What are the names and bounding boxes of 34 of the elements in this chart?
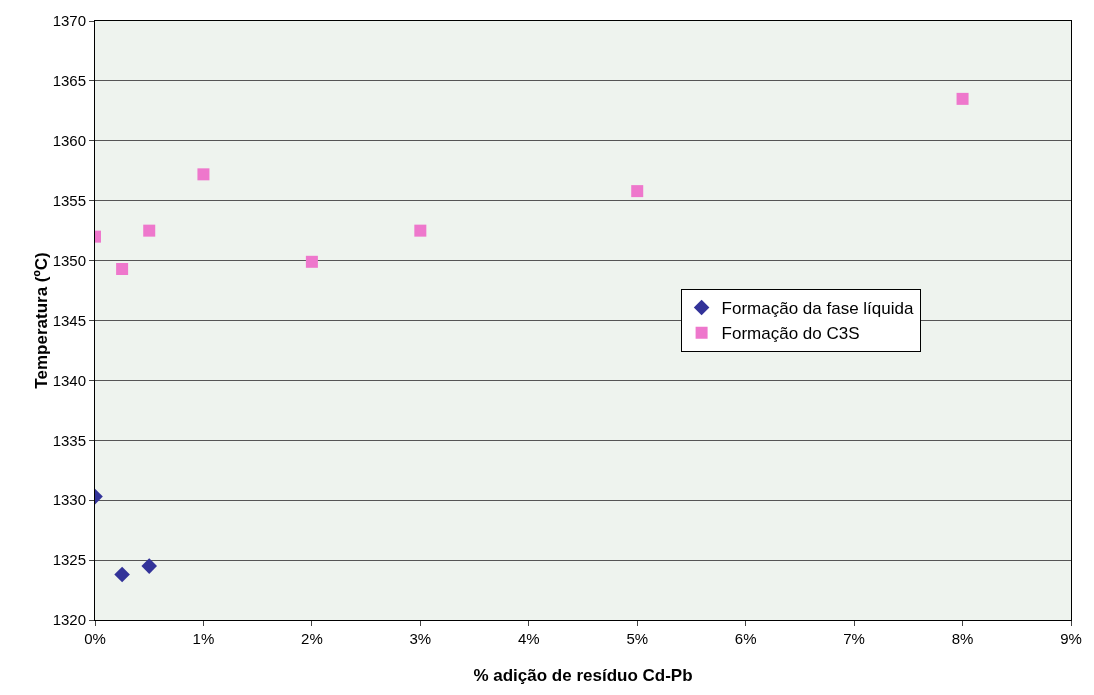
- legend-label: Formação do C3S: [721, 324, 860, 344]
- x-tick-label: 1%: [192, 630, 215, 647]
- point: [116, 262, 129, 275]
- y-tick-label: 1345: [52, 311, 86, 329]
- legend-label: Formação da fase líquida: [721, 299, 914, 319]
- y-tick-label: 1335: [52, 431, 86, 449]
- point: [114, 566, 130, 583]
- y-tick-label: 1360: [52, 132, 86, 150]
- x-tick-label: 4%: [517, 630, 540, 647]
- point: [414, 224, 427, 237]
- point: [631, 185, 644, 198]
- x-tick-label: 9%: [1060, 630, 1082, 647]
- x-tick-label: 7%: [843, 630, 865, 647]
- point: [305, 255, 318, 268]
- y-tick-label: 1370: [52, 12, 86, 30]
- y-tick-label: 1355: [52, 191, 86, 209]
- y-tick-label: 1320: [52, 611, 86, 629]
- y-axis-title: Temperatura (ºC): [31, 252, 51, 389]
- x-tick-label: 6%: [734, 630, 757, 647]
- x-tick-label: 0%: [84, 630, 106, 647]
- x-tick-label: 2%: [301, 630, 323, 647]
- x-tick-label: 8%: [951, 630, 974, 647]
- y-tick-label: 1330: [52, 491, 86, 509]
- point: [143, 224, 156, 237]
- y-tick-label: 1340: [52, 371, 86, 389]
- point: [197, 168, 210, 181]
- y-tick-label: 1350: [52, 251, 86, 269]
- x-tick-label: 3%: [409, 630, 432, 647]
- point: [956, 92, 969, 105]
- x-tick-label: 5%: [626, 630, 649, 647]
- y-tick-label: 1365: [52, 72, 86, 90]
- x-axis-title: % adição de resíduo Cd-Pb: [473, 666, 693, 685]
- point: [141, 558, 158, 574]
- y-tick-label: 1325: [52, 551, 86, 569]
